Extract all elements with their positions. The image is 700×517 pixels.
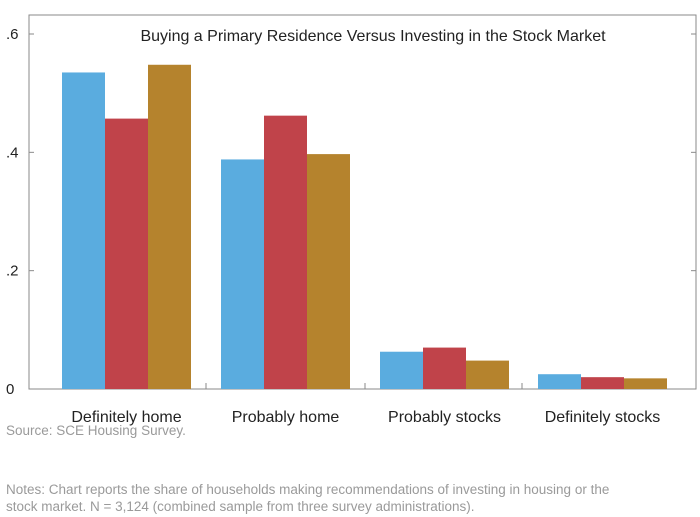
bar — [264, 115, 307, 390]
bar — [581, 377, 624, 389]
chart-title: Buying a Primary Residence Versus Invest… — [140, 28, 606, 45]
x-axis: Definitely home Probably home Probably sto… — [71, 383, 660, 426]
bar — [380, 351, 423, 389]
bar — [62, 72, 105, 389]
bar — [624, 378, 667, 389]
bar — [148, 64, 191, 390]
y-tick-label: .2 — [6, 263, 19, 280]
x-category-label: Probably home — [232, 409, 340, 426]
notes-line-1: Notes: Chart reports the share of househ… — [6, 482, 610, 497]
bar-chart: Buying a Primary Residence Versus Invest… — [6, 14, 697, 426]
bars — [62, 64, 667, 390]
y-tick-label: .4 — [6, 144, 19, 161]
y-tick-label: .6 — [6, 26, 19, 43]
y-axis: 0 .2 .4 .6 — [6, 26, 696, 398]
bar — [105, 118, 148, 389]
bar — [423, 347, 466, 389]
bar — [307, 154, 350, 389]
y-tick-label: 0 — [6, 381, 14, 398]
x-category-label: Definitely home — [71, 409, 181, 426]
bar — [466, 360, 509, 389]
bar — [538, 374, 581, 389]
x-category-label: Definitely stocks — [545, 409, 661, 426]
plot-frame — [28, 14, 697, 390]
bar — [221, 159, 264, 389]
notes-note: Notes: Chart reports the share of househ… — [6, 481, 694, 515]
notes-line-2: stock market. N = 3,124 (combined sample… — [6, 499, 475, 514]
x-category-label: Probably stocks — [388, 409, 501, 426]
source-note: Source: SCE Housing Survey. — [6, 423, 186, 438]
